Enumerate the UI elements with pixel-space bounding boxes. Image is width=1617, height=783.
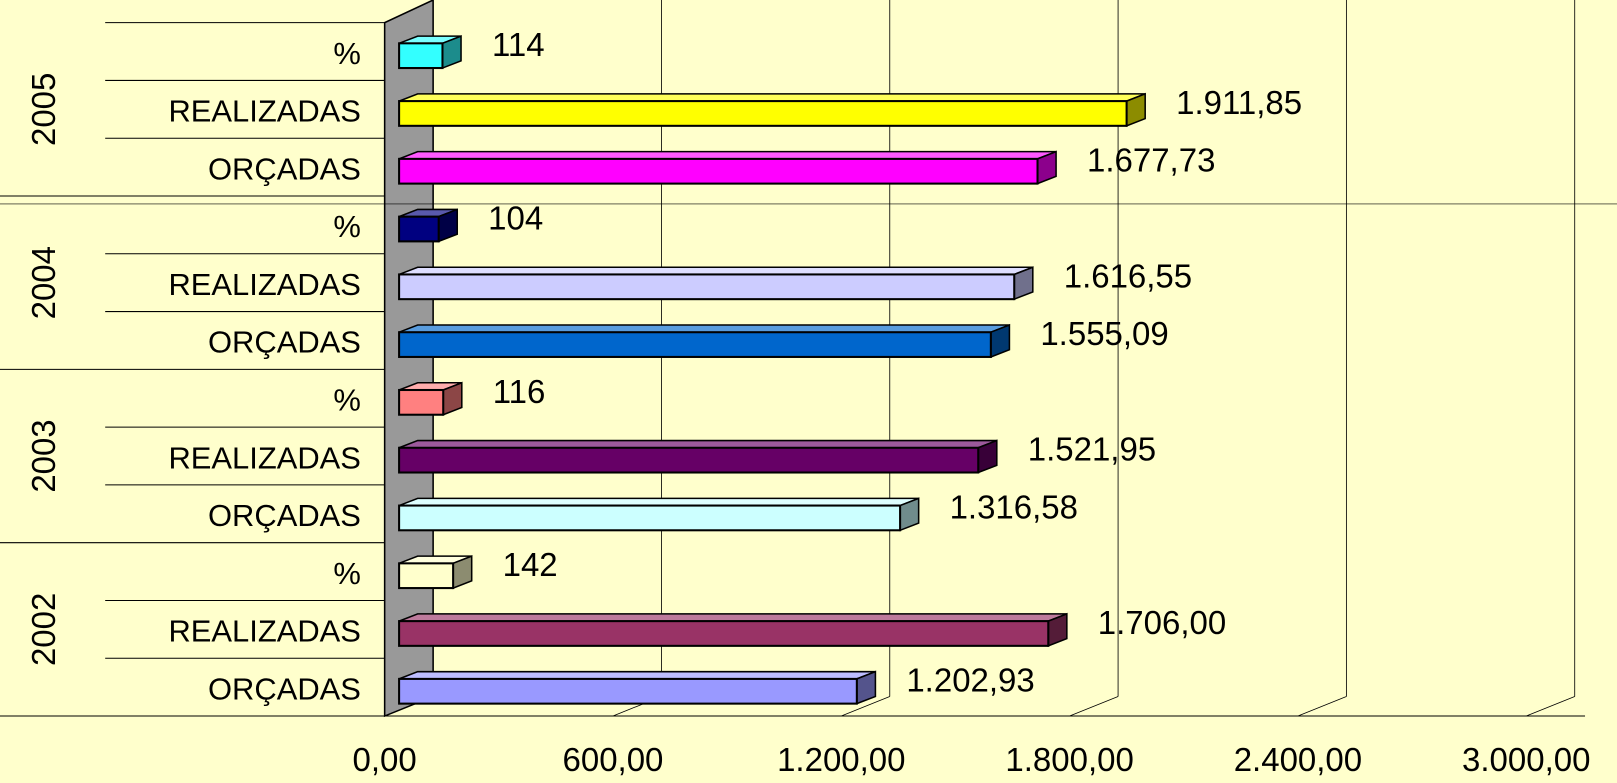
bar xyxy=(398,331,992,358)
data-label: 1.316,58 xyxy=(950,488,1078,525)
x-tick-label: 2.400,00 xyxy=(1234,741,1362,778)
x-tick-label: 1.200,00 xyxy=(777,741,905,778)
bar-top xyxy=(398,497,919,507)
y-tick-label: REALIZADAS xyxy=(168,94,360,129)
bar-top xyxy=(398,324,1010,333)
floor-grid-line xyxy=(1069,696,1119,717)
bar xyxy=(398,157,1039,185)
y-tick-label: REALIZADAS xyxy=(168,440,360,475)
data-label: 1.555,09 xyxy=(1040,315,1168,352)
y-tick-label: ORÇADAS xyxy=(208,151,361,186)
bar-top xyxy=(398,93,1146,102)
bar-top xyxy=(398,439,998,449)
bar xyxy=(398,42,444,70)
bar-top xyxy=(398,150,1057,160)
data-label: 1.616,55 xyxy=(1064,257,1192,294)
floor-grid-line xyxy=(1297,696,1347,717)
data-label: 1.677,73 xyxy=(1087,142,1215,179)
bar xyxy=(398,100,1128,127)
bar xyxy=(398,388,445,416)
data-label: 1.521,95 xyxy=(1028,431,1156,468)
y-tick-label: ORÇADAS xyxy=(208,671,361,706)
y-tick-label: % xyxy=(333,36,360,71)
y-tick-label: ORÇADAS xyxy=(208,498,361,533)
bar xyxy=(398,273,1016,301)
y-tick-label: REALIZADAS xyxy=(168,267,360,302)
x-tick-label: 3.000,00 xyxy=(1462,741,1590,778)
x-tick-label: 1.800,00 xyxy=(1005,741,1133,778)
y-tick-label: % xyxy=(333,556,360,591)
group-label: 2002 xyxy=(25,593,62,666)
bar xyxy=(398,620,1050,647)
bar xyxy=(398,562,455,590)
data-label: 1.202,93 xyxy=(906,662,1034,699)
data-label: 114 xyxy=(492,26,545,63)
group-label: 2003 xyxy=(25,419,62,492)
data-label: 116 xyxy=(493,373,546,410)
bar xyxy=(398,677,858,705)
y-tick-label: ORÇADAS xyxy=(208,325,361,360)
bar-top xyxy=(398,670,876,680)
x-tick-label: 0,00 xyxy=(353,741,417,778)
group-label: 2005 xyxy=(25,73,62,146)
bar xyxy=(398,215,440,243)
bar-top xyxy=(398,613,1068,622)
data-label: 104 xyxy=(488,200,543,237)
group-label: 2004 xyxy=(25,246,62,319)
floor-grid-line xyxy=(1526,696,1575,717)
x-tick-label: 600,00 xyxy=(563,741,664,778)
data-label: 1.911,85 xyxy=(1176,84,1302,121)
y-tick-label: % xyxy=(333,383,360,418)
bar xyxy=(398,504,902,532)
y-tick-label: % xyxy=(333,209,360,244)
bar xyxy=(398,446,980,474)
data-label: 142 xyxy=(503,546,558,583)
data-label: 1.706,00 xyxy=(1098,604,1226,641)
y-tick-label: REALIZADAS xyxy=(168,614,360,649)
bar-top xyxy=(398,266,1034,276)
floor-grid-line xyxy=(841,696,890,717)
